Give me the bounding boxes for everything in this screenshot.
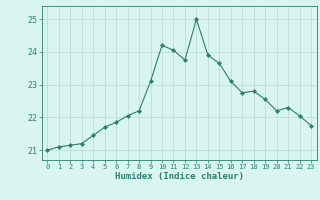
X-axis label: Humidex (Indice chaleur): Humidex (Indice chaleur) — [115, 172, 244, 181]
